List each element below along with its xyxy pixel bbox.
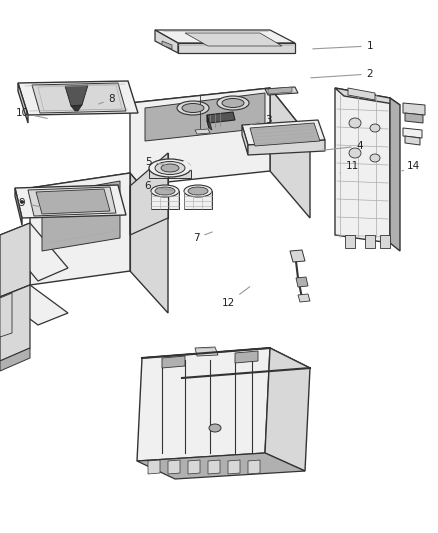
Polygon shape: [142, 348, 310, 378]
Polygon shape: [32, 83, 126, 113]
Polygon shape: [65, 85, 88, 106]
Text: 5: 5: [145, 157, 165, 167]
Polygon shape: [168, 460, 180, 474]
Polygon shape: [0, 223, 30, 297]
Ellipse shape: [21, 200, 24, 204]
Ellipse shape: [161, 164, 179, 172]
Text: 2: 2: [311, 69, 373, 79]
Polygon shape: [0, 348, 30, 371]
Polygon shape: [268, 87, 292, 94]
Text: 6: 6: [145, 181, 172, 191]
Polygon shape: [228, 460, 240, 474]
Polygon shape: [207, 112, 235, 123]
Polygon shape: [208, 460, 220, 474]
Polygon shape: [162, 41, 172, 49]
Polygon shape: [235, 351, 258, 363]
Polygon shape: [0, 285, 68, 325]
Text: 4: 4: [319, 141, 363, 151]
Polygon shape: [42, 181, 120, 251]
Ellipse shape: [177, 101, 209, 115]
Polygon shape: [185, 33, 282, 46]
Ellipse shape: [370, 154, 380, 162]
Ellipse shape: [151, 185, 179, 197]
Polygon shape: [248, 460, 260, 474]
Polygon shape: [242, 120, 325, 145]
Polygon shape: [155, 30, 295, 43]
Text: 3: 3: [251, 115, 271, 125]
Polygon shape: [0, 293, 12, 337]
Ellipse shape: [182, 103, 204, 112]
Ellipse shape: [217, 96, 249, 110]
Polygon shape: [242, 125, 248, 155]
Text: 12: 12: [221, 287, 250, 308]
Polygon shape: [148, 460, 160, 474]
Ellipse shape: [209, 424, 221, 432]
Polygon shape: [207, 121, 212, 130]
Polygon shape: [0, 223, 68, 281]
Polygon shape: [348, 88, 375, 100]
Polygon shape: [188, 460, 200, 474]
Polygon shape: [335, 88, 390, 243]
Polygon shape: [15, 188, 22, 225]
Polygon shape: [18, 81, 138, 115]
Polygon shape: [130, 88, 270, 186]
Polygon shape: [178, 43, 295, 53]
Polygon shape: [151, 191, 179, 209]
Polygon shape: [184, 191, 212, 209]
Polygon shape: [162, 356, 185, 368]
Polygon shape: [149, 168, 191, 178]
Polygon shape: [137, 348, 270, 461]
Polygon shape: [145, 93, 265, 141]
Polygon shape: [195, 129, 210, 134]
Polygon shape: [36, 189, 110, 214]
Polygon shape: [403, 128, 422, 138]
Polygon shape: [296, 277, 308, 287]
Text: 9: 9: [19, 198, 39, 208]
Polygon shape: [130, 88, 310, 153]
Ellipse shape: [184, 185, 212, 197]
Polygon shape: [345, 235, 355, 248]
Ellipse shape: [149, 159, 191, 177]
Polygon shape: [71, 105, 82, 111]
Polygon shape: [30, 173, 130, 285]
Polygon shape: [335, 88, 400, 105]
Polygon shape: [390, 98, 400, 251]
Text: 10: 10: [15, 108, 47, 118]
Ellipse shape: [155, 161, 185, 174]
Ellipse shape: [349, 148, 361, 158]
Ellipse shape: [155, 187, 175, 195]
Polygon shape: [290, 250, 305, 262]
Polygon shape: [265, 87, 298, 95]
Ellipse shape: [188, 187, 208, 195]
Text: 14: 14: [402, 161, 420, 171]
Text: 8: 8: [99, 94, 115, 104]
Text: 7: 7: [193, 232, 212, 243]
Polygon shape: [28, 187, 116, 216]
Ellipse shape: [349, 118, 361, 128]
Ellipse shape: [222, 99, 244, 108]
Polygon shape: [195, 347, 218, 356]
Polygon shape: [18, 83, 28, 123]
Polygon shape: [130, 153, 168, 235]
Polygon shape: [265, 348, 310, 471]
Polygon shape: [207, 115, 209, 128]
Polygon shape: [248, 140, 325, 155]
Polygon shape: [405, 136, 420, 145]
Ellipse shape: [370, 124, 380, 132]
Polygon shape: [130, 173, 168, 313]
Polygon shape: [250, 123, 320, 146]
Polygon shape: [403, 103, 425, 115]
Polygon shape: [270, 88, 310, 218]
Polygon shape: [15, 185, 126, 218]
Text: 1: 1: [313, 41, 373, 51]
Polygon shape: [380, 235, 390, 248]
Polygon shape: [365, 235, 375, 248]
Polygon shape: [155, 30, 178, 53]
Polygon shape: [0, 285, 30, 361]
Polygon shape: [30, 173, 168, 235]
Polygon shape: [137, 453, 305, 479]
Text: 11: 11: [340, 161, 359, 173]
Polygon shape: [405, 113, 423, 123]
Polygon shape: [298, 294, 310, 302]
